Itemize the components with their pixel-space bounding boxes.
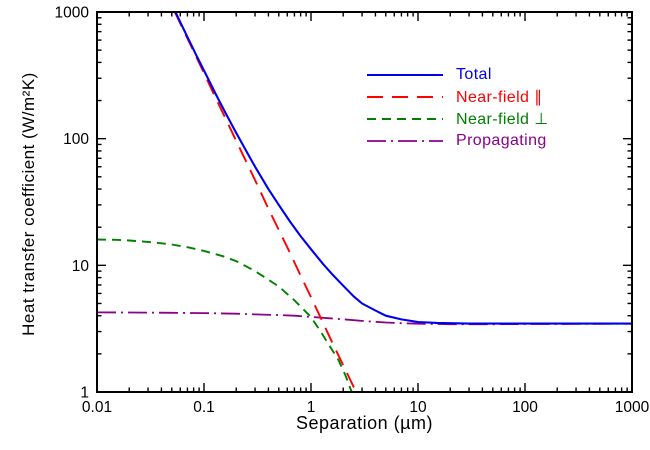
legend-label-near-field-parallel: Near-field ∥ — [456, 89, 543, 106]
tick-labels: 0.01 0.1 1 10 100 1000 1 10 100 1000 — [55, 5, 650, 417]
y-axis-title: Heat transfer coefficient (W/m²K) — [19, 72, 38, 336]
curve-total — [174, 12, 632, 325]
x-tick-label: 1 — [307, 399, 316, 416]
legend-line-swatch-near-field-parallel — [367, 96, 443, 98]
curve-near-field-perpendicular — [97, 238, 353, 392]
y-tick-label: 10 — [72, 258, 90, 275]
legend-line-swatch-propagating — [367, 140, 443, 142]
x-tick-label: 0.01 — [82, 399, 112, 416]
y-tick-label: 1000 — [55, 5, 90, 22]
y-axis-ticks — [97, 11, 632, 393]
y-tick-label: 100 — [63, 131, 89, 148]
x-tick-label: 0.1 — [193, 399, 215, 416]
curve-propagating — [97, 311, 632, 326]
legend-line-swatch-total — [367, 73, 443, 77]
x-tick-label: 1000 — [615, 399, 650, 416]
plot-frame — [96, 11, 633, 393]
legend-item-near-field-perpendicular: Near-field ⊥ — [367, 108, 549, 130]
x-tick-label: 100 — [512, 399, 538, 416]
legend-item-propagating: Propagating — [367, 130, 549, 152]
legend-item-near-field-parallel: Near-field ∥ — [367, 86, 549, 108]
legend-label-propagating: Propagating — [456, 132, 547, 149]
legend-label-near-field-perpendicular: Near-field ⊥ — [456, 111, 549, 128]
curves — [97, 12, 632, 392]
legend-label-total: Total — [456, 66, 492, 83]
x-axis-ticks — [96, 12, 633, 392]
y-tick-label: 1 — [80, 385, 89, 402]
legend-item-total: Total — [367, 64, 549, 86]
legend: Total Near-field ∥ Near-field ⊥ Propagating — [367, 64, 549, 152]
legend-line-swatch-near-field-perpendicular — [367, 118, 443, 120]
x-axis-title: Separation (µm) — [296, 413, 433, 433]
x-tick-label: 10 — [409, 399, 427, 416]
